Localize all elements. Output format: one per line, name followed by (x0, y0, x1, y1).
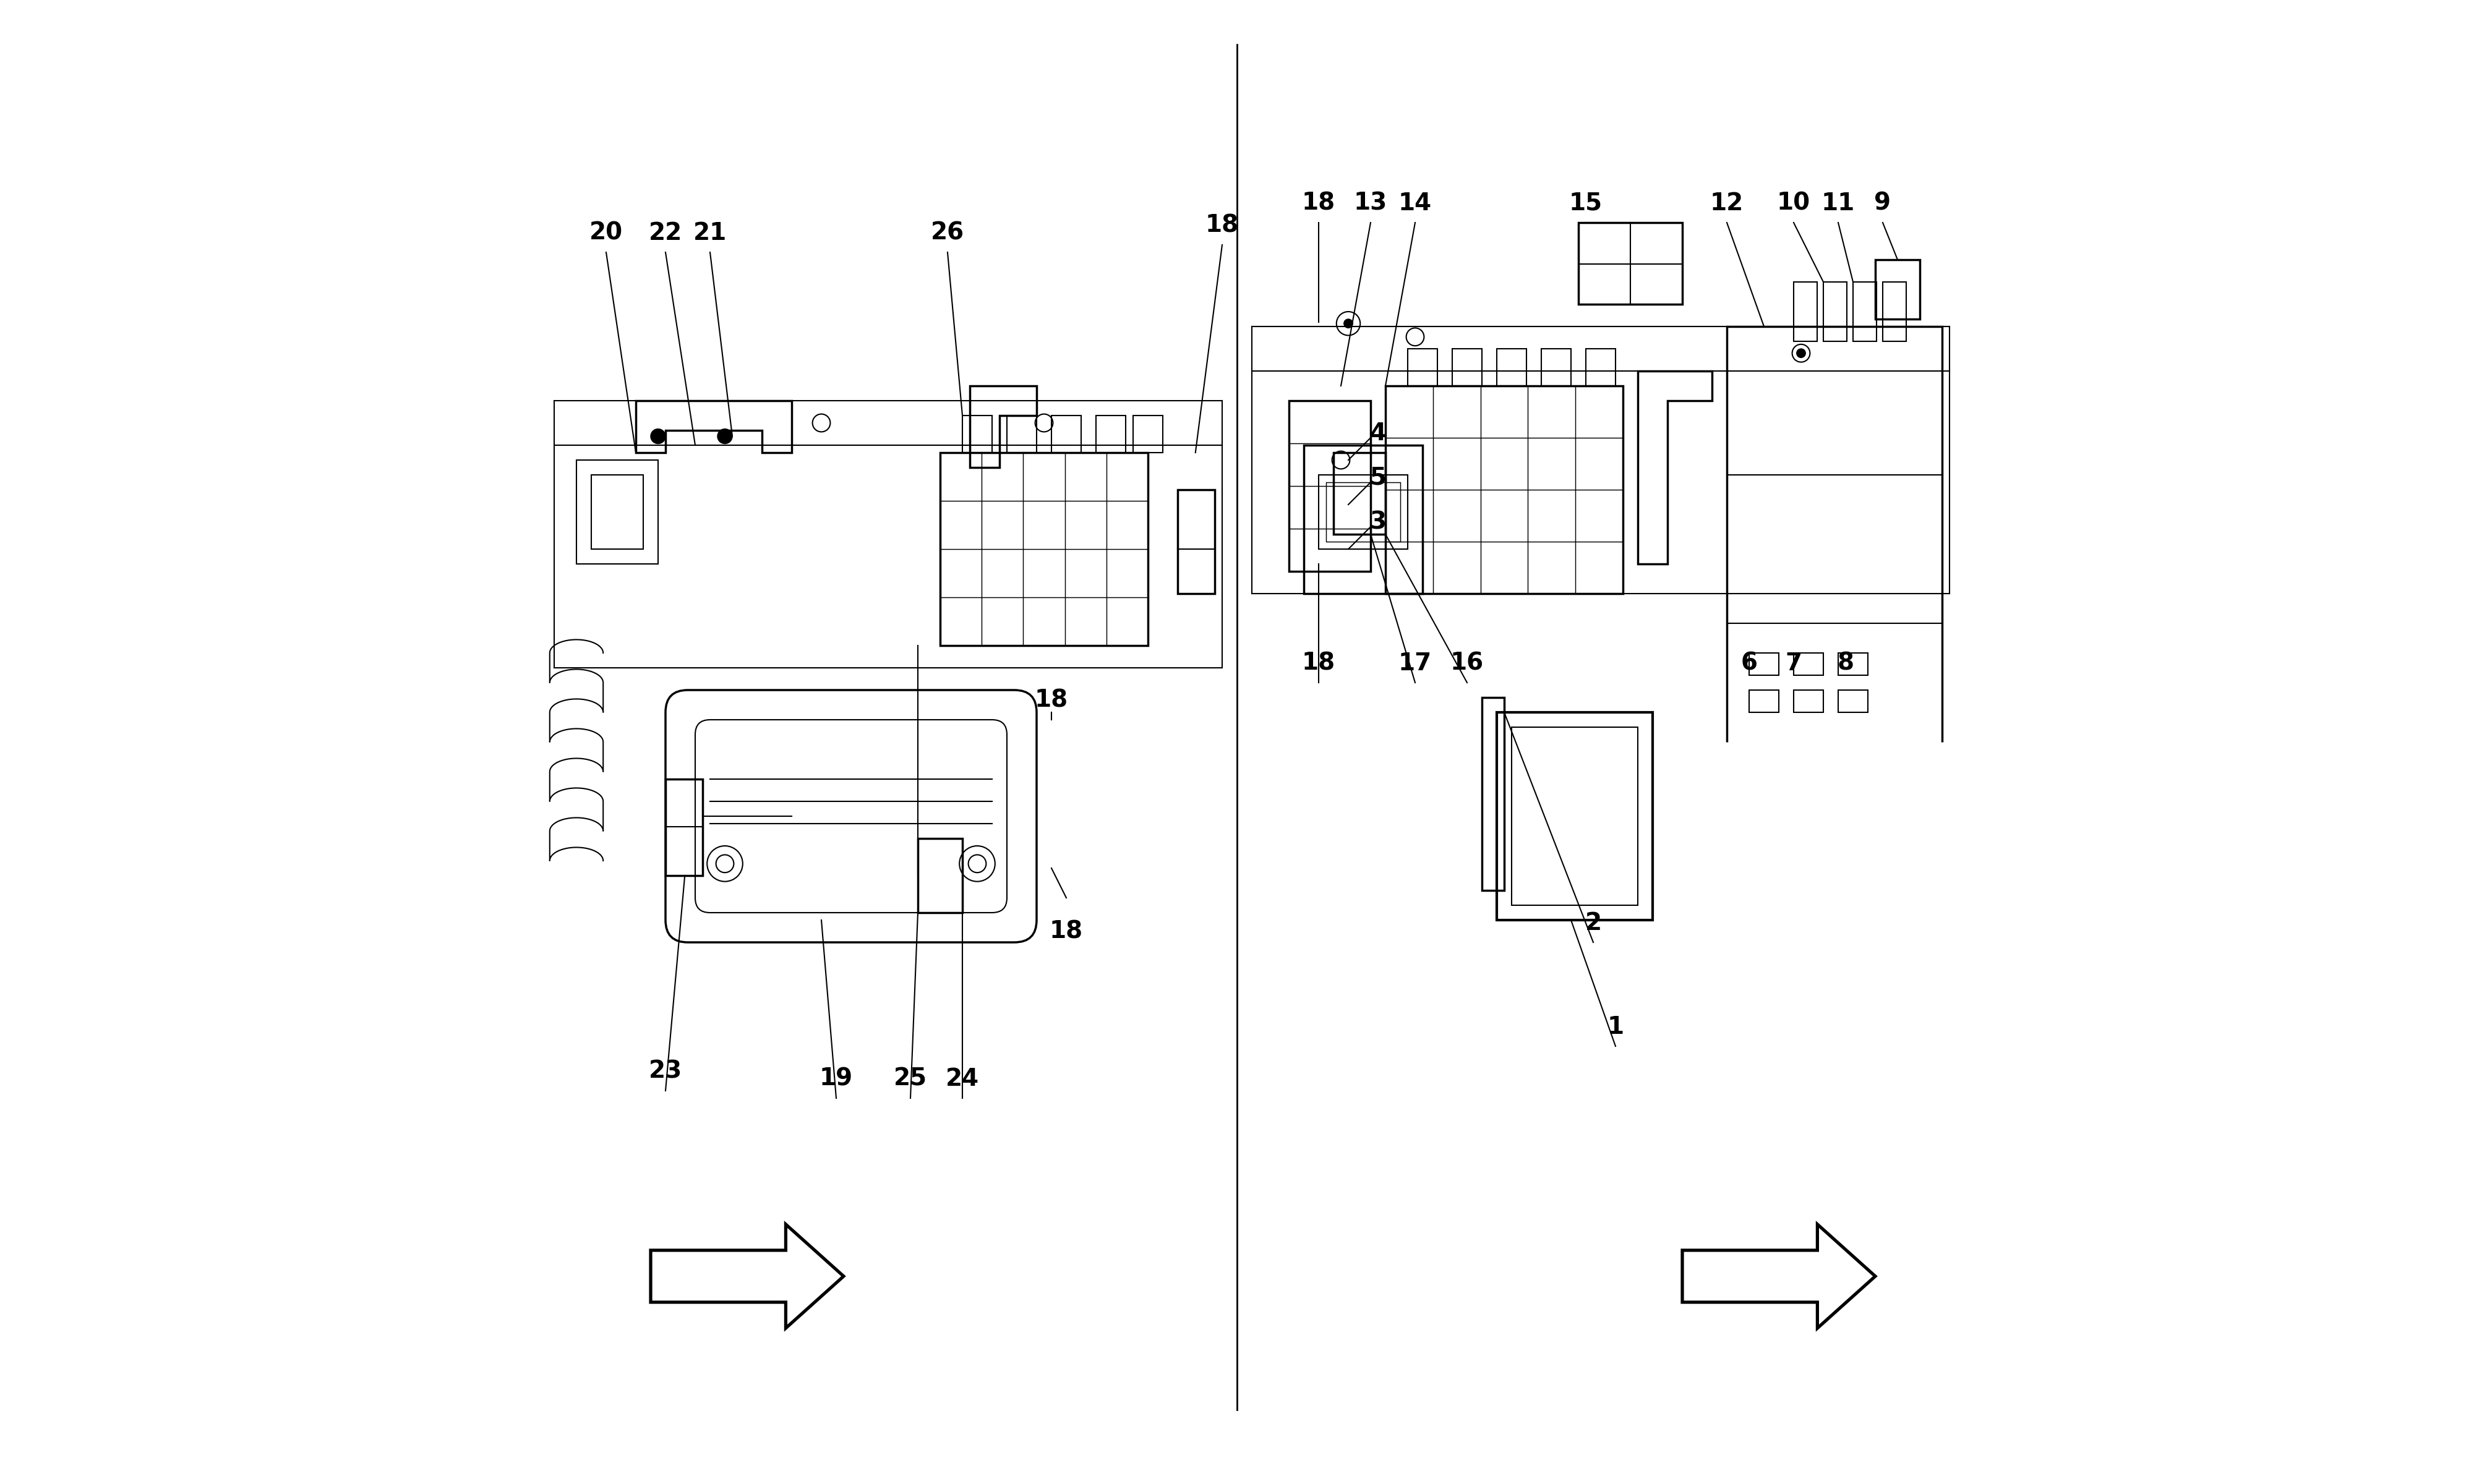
Text: 4: 4 (1371, 421, 1385, 445)
Text: 18: 18 (1205, 214, 1239, 237)
Bar (1497, 349, 1526, 386)
Bar (1794, 653, 1823, 675)
Bar (1853, 282, 1878, 341)
Text: 22: 22 (648, 221, 683, 245)
Bar (1578, 223, 1682, 304)
Bar (1408, 349, 1437, 386)
Bar (1883, 282, 1907, 341)
Bar (1304, 445, 1423, 594)
Bar (1096, 416, 1126, 453)
Bar (1319, 475, 1408, 549)
Text: 9: 9 (1875, 191, 1890, 215)
Bar (1051, 416, 1081, 453)
Text: 15: 15 (1569, 191, 1603, 215)
Bar (1007, 416, 1037, 453)
Text: 11: 11 (1821, 191, 1856, 215)
Text: 5: 5 (1371, 466, 1385, 490)
Bar (1823, 282, 1848, 341)
Bar (1838, 653, 1868, 675)
Bar (1586, 349, 1616, 386)
Bar (1326, 482, 1400, 542)
Bar (1333, 453, 1385, 534)
Bar (1497, 712, 1653, 920)
Bar (1541, 349, 1571, 386)
Text: 19: 19 (819, 1067, 854, 1091)
Circle shape (717, 429, 732, 444)
Text: 3: 3 (1371, 510, 1385, 534)
Text: 16: 16 (1450, 651, 1484, 675)
Bar (576, 460, 658, 564)
Text: 18: 18 (1034, 689, 1069, 712)
Text: 18: 18 (1301, 651, 1336, 675)
Text: 7: 7 (1786, 651, 1801, 675)
Bar (1178, 490, 1215, 594)
Bar (1289, 401, 1371, 571)
Bar (591, 475, 643, 549)
Bar (1452, 349, 1482, 386)
Text: 18: 18 (1049, 920, 1084, 944)
Bar (666, 779, 703, 876)
Text: 17: 17 (1398, 651, 1432, 675)
Text: 8: 8 (1838, 651, 1853, 675)
Text: 25: 25 (893, 1067, 928, 1091)
Bar (1385, 386, 1623, 594)
Text: 26: 26 (930, 221, 965, 245)
Circle shape (651, 429, 666, 444)
Bar (1794, 690, 1823, 712)
Bar (1838, 690, 1868, 712)
Text: 10: 10 (1776, 191, 1811, 215)
Bar (1875, 260, 1920, 319)
Text: 13: 13 (1353, 191, 1388, 215)
Circle shape (1796, 349, 1806, 358)
Text: 12: 12 (1710, 191, 1744, 215)
Bar (1133, 416, 1163, 453)
Text: 20: 20 (589, 221, 623, 245)
Text: 21: 21 (693, 221, 727, 245)
Text: 2: 2 (1586, 911, 1601, 935)
Text: 23: 23 (648, 1060, 683, 1083)
Bar (962, 416, 992, 453)
Bar (1749, 690, 1779, 712)
Bar (918, 838, 962, 913)
Circle shape (1343, 319, 1353, 328)
Text: 14: 14 (1398, 191, 1432, 215)
Bar (940, 453, 1148, 646)
Text: 18: 18 (1301, 191, 1336, 215)
Bar (1512, 727, 1638, 905)
Text: 6: 6 (1742, 651, 1757, 675)
Text: 24: 24 (945, 1067, 980, 1091)
Text: 1: 1 (1608, 1015, 1623, 1039)
Bar (1794, 282, 1818, 341)
Bar (1749, 653, 1779, 675)
